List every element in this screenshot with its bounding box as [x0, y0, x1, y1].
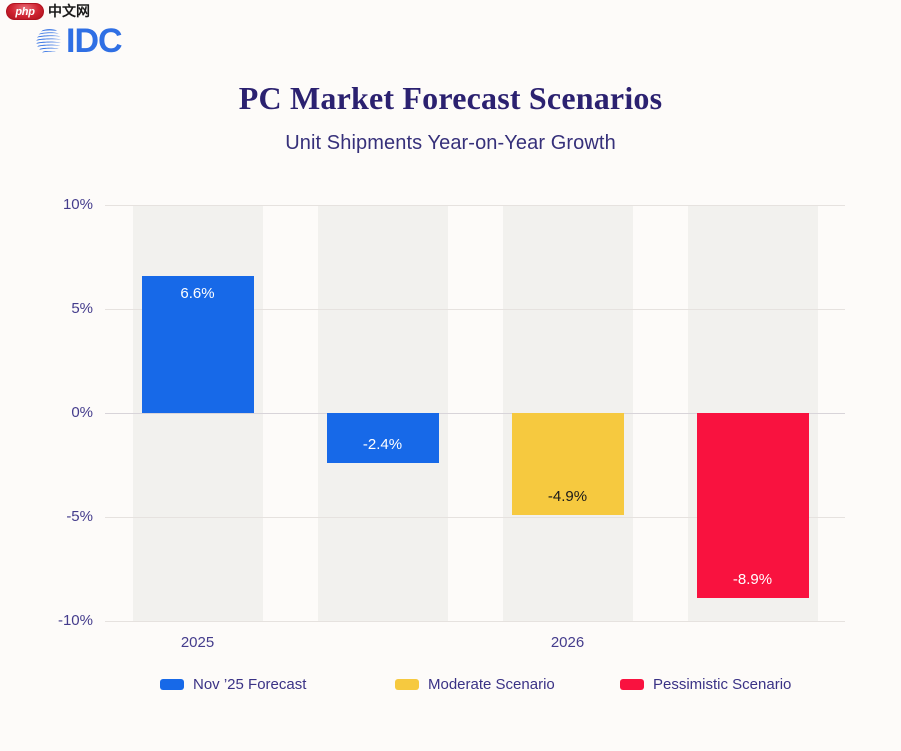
chart-plot-area: 10% 5% 0% -5% -10% 6.6% -2.4% -4.9% -8.9% 2025 202…: [58, 196, 845, 651]
x-axis-tick-label: 2026: [550, 634, 585, 651]
gridline-10pct: [105, 205, 845, 206]
y-axis-tick-label: -10%: [57, 612, 93, 629]
y-axis-tick-label: -5%: [66, 508, 93, 525]
gridline-5pct: [105, 309, 845, 310]
y-axis-tick-label: 0%: [71, 404, 93, 421]
y-axis-tick-label: 5%: [71, 300, 93, 317]
chart-legend: Nov ’25 Forecast Moderate Scenario Pessimi…: [105, 676, 845, 702]
bar-2026-nov-25-forecast[interactable]: [326, 413, 439, 463]
gridline-neg5pct: [105, 517, 845, 518]
legend-swatch-icon: [160, 679, 184, 690]
legend-swatch-icon: [620, 679, 644, 690]
legend-item-pessimistic-scenario[interactable]: Pessimistic Scenario: [620, 676, 791, 693]
legend-swatch-icon: [395, 679, 419, 690]
legend-label: Nov ’25 Forecast: [193, 676, 307, 693]
gridline-0pct: [105, 413, 845, 414]
legend-label: Pessimistic Scenario: [653, 676, 792, 693]
bar-value-label: -8.9%: [732, 571, 773, 589]
php-logo-badge: php: [6, 2, 44, 20]
legend-item-moderate-scenario[interactable]: Moderate Scenario: [395, 676, 555, 693]
bar-value-label: -2.4%: [362, 435, 403, 453]
bar-value-label: -4.9%: [547, 487, 588, 505]
bar-2026-pessimistic-scenario[interactable]: [696, 413, 809, 599]
php-watermark-text: 中文网: [48, 4, 90, 20]
php-watermark: php 中文网: [6, 2, 90, 20]
legend-item-nov-25-forecast[interactable]: Nov ’25 Forecast: [160, 676, 306, 693]
gridline-neg10pct: [105, 621, 845, 622]
bar-2026-moderate-scenario[interactable]: [511, 413, 624, 515]
chart-subtitle: Unit Shipments Year-on-Year Growth: [285, 132, 616, 154]
bar-2025-nov-25-forecast[interactable]: [141, 275, 254, 413]
y-axis-tick-label: 10%: [62, 196, 93, 213]
legend-label: Moderate Scenario: [428, 676, 555, 693]
bar-value-label: 6.6%: [180, 284, 215, 302]
globe-icon: [30, 24, 64, 58]
chart-title: PC Market Forecast Scenarios: [238, 80, 663, 116]
idc-logo: IDC: [30, 22, 123, 60]
x-axis-tick-label: 2025: [180, 634, 215, 651]
idc-logo-text: IDC: [66, 22, 123, 60]
